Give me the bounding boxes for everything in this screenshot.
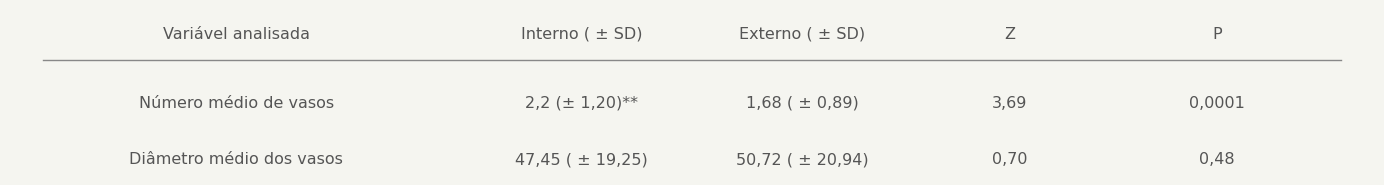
Text: 47,45 ( ± 19,25): 47,45 ( ± 19,25) <box>515 152 648 167</box>
Text: Variável analisada: Variável analisada <box>163 27 310 42</box>
Text: 0,70: 0,70 <box>992 152 1027 167</box>
Text: Interno ( ± SD): Interno ( ± SD) <box>520 27 642 42</box>
Text: 3,69: 3,69 <box>992 96 1027 111</box>
Text: Diâmetro médio dos vasos: Diâmetro médio dos vasos <box>129 152 343 167</box>
Text: Número médio de vasos: Número médio de vasos <box>138 96 334 111</box>
Text: P: P <box>1212 27 1222 42</box>
Text: Externo ( ± SD): Externo ( ± SD) <box>739 27 865 42</box>
Text: 0,0001: 0,0001 <box>1189 96 1244 111</box>
Text: 50,72 ( ± 20,94): 50,72 ( ± 20,94) <box>736 152 869 167</box>
Text: 0,48: 0,48 <box>1199 152 1235 167</box>
Text: Z: Z <box>1005 27 1016 42</box>
Text: 1,68 ( ± 0,89): 1,68 ( ± 0,89) <box>746 96 859 111</box>
Text: 2,2 (± 1,20)**: 2,2 (± 1,20)** <box>525 96 638 111</box>
